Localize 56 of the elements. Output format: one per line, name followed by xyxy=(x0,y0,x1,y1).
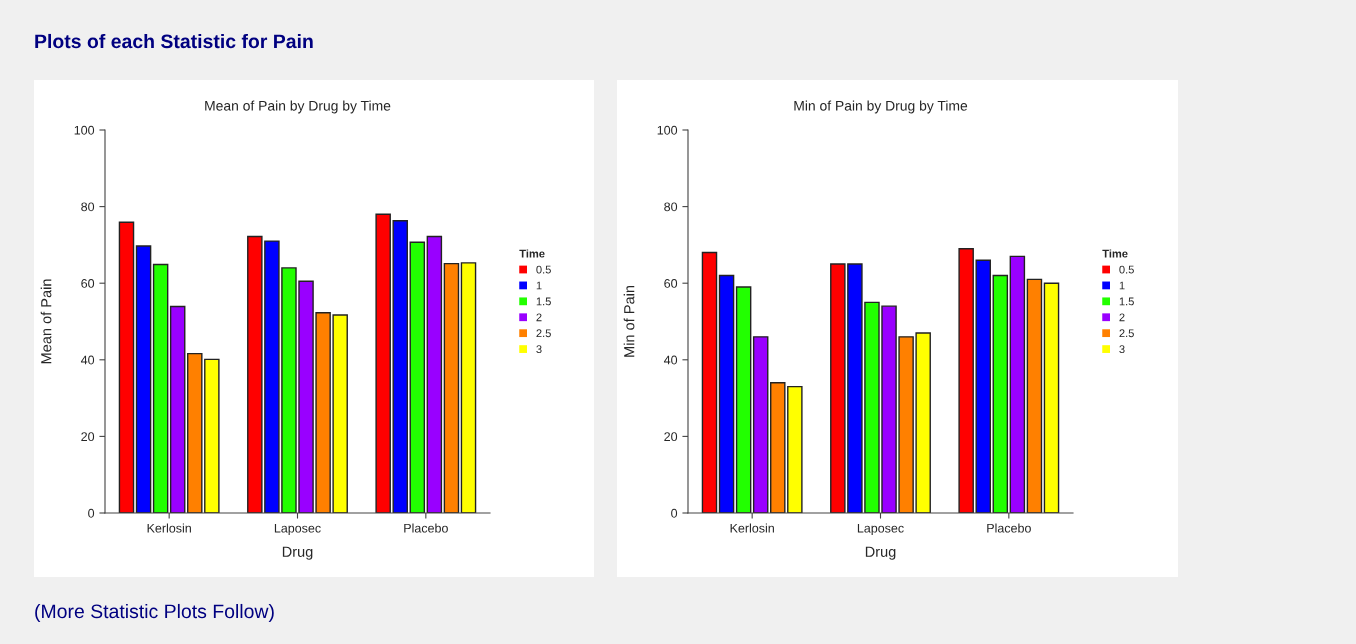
y-tick-label: 60 xyxy=(664,279,678,288)
bar xyxy=(718,274,735,513)
legend-label: 2.5 xyxy=(1119,329,1134,338)
text: (More Statistic Plots Follow) xyxy=(35,603,274,623)
legend-label: 0.5 xyxy=(1119,265,1134,274)
y-tick-label: 80 xyxy=(664,202,678,212)
bar xyxy=(118,221,135,513)
x-tick-label: Placebo xyxy=(404,523,448,533)
y-tick-label: 60 xyxy=(81,279,95,288)
legend-label: 2 xyxy=(1119,313,1125,322)
x-tick-label: Kerlosin xyxy=(730,523,774,533)
legend-label: 2 xyxy=(536,313,542,322)
bar xyxy=(1026,278,1043,513)
y-tick-label: 40 xyxy=(80,355,95,365)
x-axis-title: Drug xyxy=(865,546,896,560)
y-tick-label: 40 xyxy=(663,355,678,365)
y-tick-label: 20 xyxy=(664,432,678,442)
x-tick-label: Laposec xyxy=(274,523,321,536)
chart-title: Min of Pain by Drug by Time xyxy=(794,100,968,114)
y-axis-title: Mean of Pain xyxy=(40,279,52,364)
bar xyxy=(409,241,426,513)
bar xyxy=(1043,282,1060,513)
bar xyxy=(426,235,443,513)
legend-label: 3 xyxy=(536,345,542,354)
text: Plots of each Statistic for Pain xyxy=(35,33,313,49)
y-tick-label: 100 xyxy=(657,125,678,135)
bar xyxy=(752,336,769,513)
bar xyxy=(1009,255,1026,513)
x-axis-title: Drug xyxy=(282,546,313,560)
legend-label: 1 xyxy=(1119,281,1125,290)
x-tick-label: Placebo xyxy=(987,523,1031,533)
bar xyxy=(735,286,752,513)
y-axis-title: Min of Pain xyxy=(623,285,635,357)
bar xyxy=(701,251,718,513)
legend-label: 1.5 xyxy=(536,297,551,306)
y-tick-label: 100 xyxy=(74,125,95,135)
legend-label: 1.5 xyxy=(1119,297,1134,306)
y-tick-label: 0 xyxy=(671,508,678,518)
legend-label: 0.5 xyxy=(536,265,551,274)
bar xyxy=(992,274,1009,513)
bar xyxy=(135,245,152,513)
legend-title: Time xyxy=(519,249,545,258)
bar xyxy=(443,262,460,513)
legend-label: 1 xyxy=(536,281,542,290)
x-tick-label: Laposec xyxy=(857,523,904,536)
legend-title: Time xyxy=(1102,249,1128,258)
legend-label: 3 xyxy=(1119,345,1125,354)
bar xyxy=(169,305,186,513)
legend-label: 2.5 xyxy=(536,329,551,338)
bar xyxy=(460,262,477,513)
y-tick-label: 0 xyxy=(88,508,95,518)
x-tick-label: Kerlosin xyxy=(147,523,191,533)
y-tick-label: 20 xyxy=(81,432,95,442)
bar xyxy=(152,263,169,513)
chart-title: Mean of Pain by Drug by Time xyxy=(205,100,391,114)
y-tick-label: 80 xyxy=(81,202,95,212)
